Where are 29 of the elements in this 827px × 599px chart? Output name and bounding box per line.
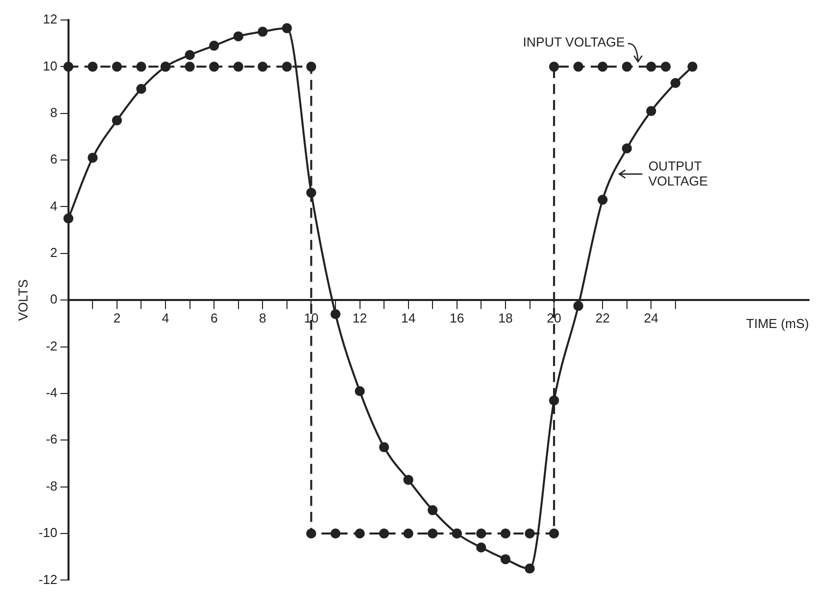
x-tick-label: 10: [304, 310, 318, 326]
x-axis-title: TIME (mS): [746, 316, 809, 332]
x-tick-label: 14: [401, 310, 416, 326]
x-tick-label: 12: [352, 310, 368, 326]
y-axis-title: VOLTS: [15, 278, 30, 321]
y-tick-label: 8: [50, 104, 58, 120]
y-tick-label: 0: [50, 292, 58, 307]
y-tick-label: 2: [50, 244, 58, 260]
x-tick-label: 6: [210, 310, 218, 326]
y-tick-label: -10: [38, 525, 58, 540]
y-tick-label: 10: [42, 58, 58, 74]
x-tick-label: 8: [259, 310, 266, 326]
x-tick-label: 20: [546, 310, 562, 326]
y-tick-label: 4: [50, 198, 58, 214]
y-tick-label: -6: [46, 432, 58, 447]
y-tick-label: -8: [46, 478, 58, 494]
y-tick-label: -12: [38, 572, 58, 587]
y-tick-label: -4: [46, 385, 58, 400]
annotation: OUTPUT VOLTAGE: [648, 158, 708, 189]
x-tick-label: 22: [595, 310, 610, 326]
y-tick-label: -2: [46, 338, 58, 354]
x-tick-label: 16: [450, 310, 464, 326]
annotation: INPUT VOLTAGE: [522, 34, 626, 50]
y-tick-label: 6: [50, 152, 58, 167]
x-tick-label: 2: [113, 310, 121, 326]
x-tick-label: 4: [162, 310, 170, 326]
x-tick-label: 18: [498, 310, 513, 326]
y-tick-label: 12: [42, 12, 58, 27]
x-tick-label: 24: [644, 310, 658, 326]
